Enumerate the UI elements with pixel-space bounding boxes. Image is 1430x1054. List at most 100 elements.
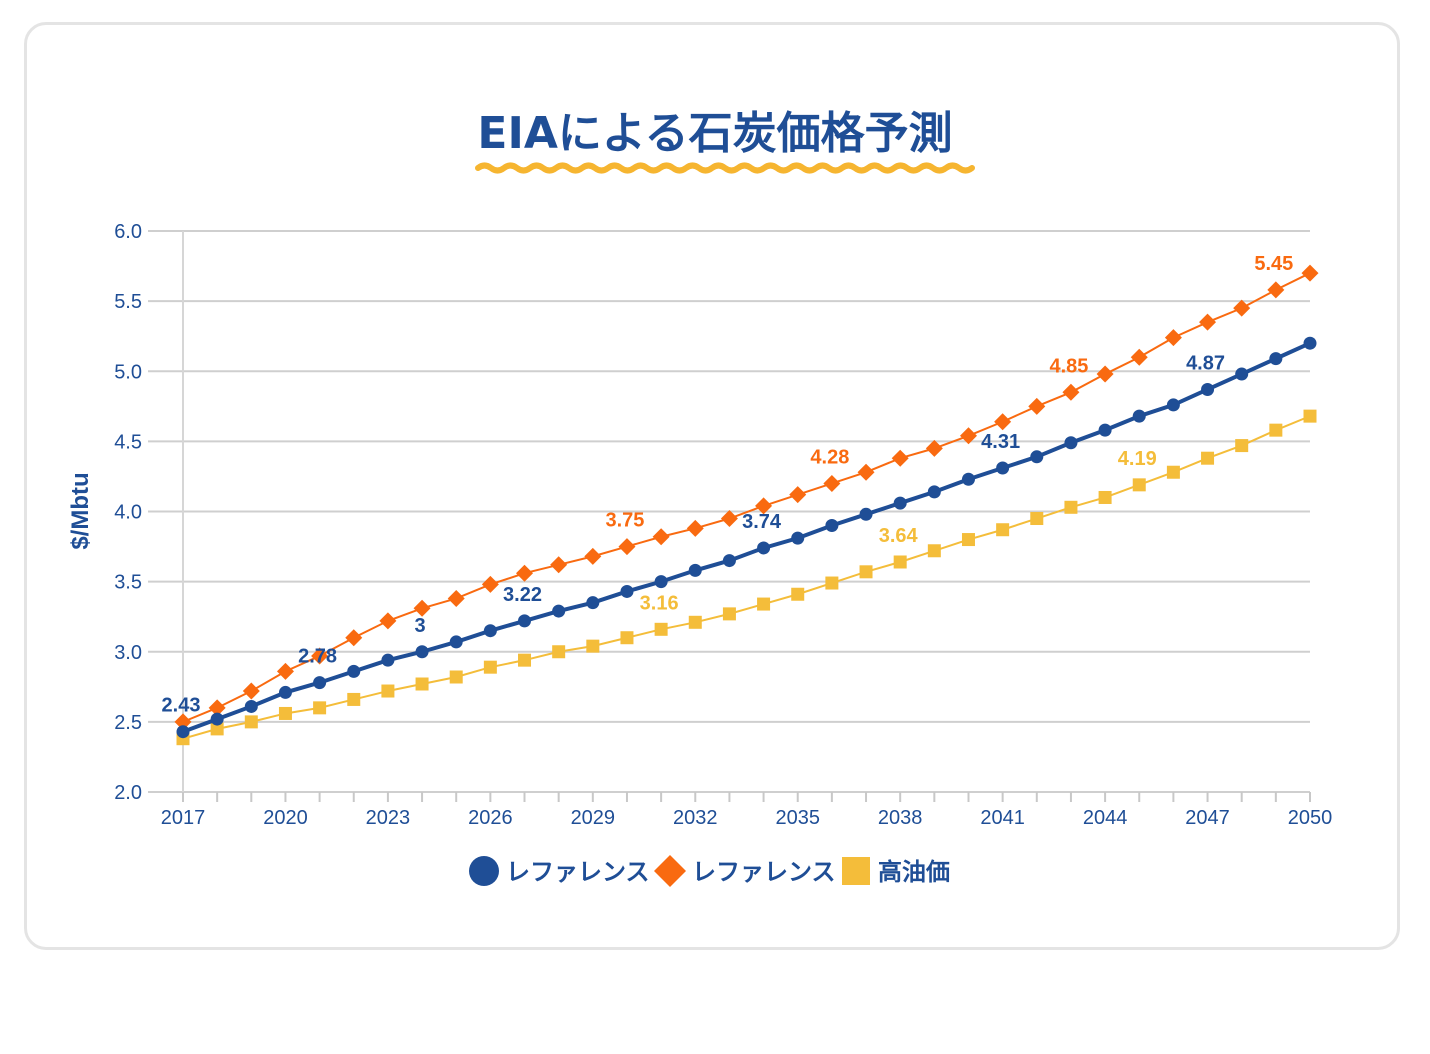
data-label: 4.19 (1118, 448, 1157, 470)
data-point (1030, 512, 1044, 526)
data-point (174, 713, 192, 731)
data-point (893, 555, 907, 569)
data-point (994, 413, 1012, 431)
y-tick-label: 4.0 (114, 502, 142, 524)
data-point (1164, 329, 1182, 347)
legend-marker (469, 856, 499, 886)
x-tick-label: 2017 (161, 807, 206, 829)
data-label: 3.64 (879, 525, 919, 547)
data-point (620, 631, 634, 645)
data-point (313, 701, 327, 715)
data-point (789, 486, 807, 504)
data-point (1062, 383, 1080, 401)
chart-title: EIAによる石炭価格予測 (477, 108, 952, 159)
data-label: 2.43 (162, 695, 201, 717)
data-point (347, 664, 361, 678)
data-point (654, 622, 668, 636)
data-point (1201, 451, 1215, 465)
data-point (276, 662, 294, 680)
data-point (927, 544, 941, 558)
data-point (1132, 478, 1146, 492)
data-label: 4.28 (810, 446, 849, 468)
legend-label: レファレンス (692, 858, 836, 886)
x-tick-label: 2038 (878, 807, 923, 829)
data-point (313, 676, 327, 690)
x-tick-label: 2050 (1288, 807, 1333, 829)
y-tick-label: 2.5 (114, 712, 142, 734)
legend-label: 高油価 (878, 858, 950, 886)
data-point (415, 645, 429, 659)
y-tick-label: 3.0 (114, 642, 142, 664)
data-point (755, 497, 773, 515)
data-point (1064, 500, 1078, 514)
data-label: 3.74 (742, 511, 782, 533)
data-point (1269, 423, 1283, 437)
y-tick-label: 4.5 (114, 431, 142, 453)
data-point (1235, 367, 1249, 381)
data-point (415, 677, 429, 691)
data-point (1030, 450, 1044, 464)
data-point (1269, 352, 1283, 366)
data-point (379, 612, 397, 630)
x-tick-label: 2044 (1083, 807, 1128, 829)
data-point (210, 722, 224, 736)
data-point (620, 584, 634, 598)
data-point (449, 670, 463, 684)
data-point (518, 614, 532, 628)
data-point (927, 485, 941, 499)
data-point (584, 547, 602, 565)
data-point (791, 587, 805, 601)
data-point (1303, 409, 1317, 423)
data-point (345, 629, 363, 647)
data-point (1028, 397, 1046, 415)
data-point (586, 596, 600, 610)
data-label: 3.22 (503, 584, 542, 606)
data-point (825, 576, 839, 590)
data-point (825, 519, 839, 533)
y-tick-label: 5.0 (114, 361, 142, 383)
title-underline (475, 162, 975, 174)
data-point (1267, 281, 1285, 299)
data-point (481, 575, 499, 593)
series-square (176, 409, 1317, 746)
data-point (893, 496, 907, 510)
data-point (688, 615, 702, 629)
data-point (618, 538, 636, 556)
data-point (757, 541, 771, 555)
x-tick-labels: 2017 2020 2023 2026 2029 2032 2035 2038 2041 2044… (161, 807, 1333, 829)
x-tick-label: 2035 (775, 807, 820, 829)
data-point (859, 565, 873, 579)
data-point (518, 653, 532, 667)
data-label: 5.45 (1254, 253, 1293, 275)
data-point (447, 589, 465, 607)
data-point (1199, 313, 1217, 331)
series-layer (174, 264, 1319, 746)
data-point (347, 692, 361, 706)
data-point (1301, 264, 1319, 282)
x-tick-label: 2029 (571, 807, 616, 829)
legend-label: レファレンス (506, 858, 650, 886)
data-label: 3.16 (640, 592, 679, 614)
data-point (1233, 299, 1251, 317)
legend: レファレンス レファレンス 高油価 (469, 855, 950, 887)
legend-marker (842, 857, 870, 885)
data-point (722, 607, 736, 621)
data-point (891, 449, 909, 467)
data-point (1098, 423, 1112, 437)
y-tick-label: 5.5 (114, 291, 142, 313)
series-line (182, 272, 1311, 723)
x-tick-label: 2023 (366, 807, 411, 829)
data-point (720, 510, 738, 528)
data-point (1166, 398, 1180, 412)
data-point (550, 556, 568, 574)
data-point (823, 474, 841, 492)
data-point (1166, 465, 1180, 479)
data-point (244, 715, 258, 729)
y-tick-labels: 2.0 2.5 3.0 3.5 4.0 4.5 5.0 5.5 6.0 (114, 221, 142, 804)
data-point (208, 699, 226, 717)
data-point (552, 604, 566, 618)
data-labels: 2.43 2.78 3 3.22 3.74 4.31 4.87 3.75 4.28 4.85 5.4… (162, 253, 1294, 717)
legend-marker (654, 855, 686, 887)
series-line (182, 415, 1311, 740)
data-point (859, 507, 873, 521)
